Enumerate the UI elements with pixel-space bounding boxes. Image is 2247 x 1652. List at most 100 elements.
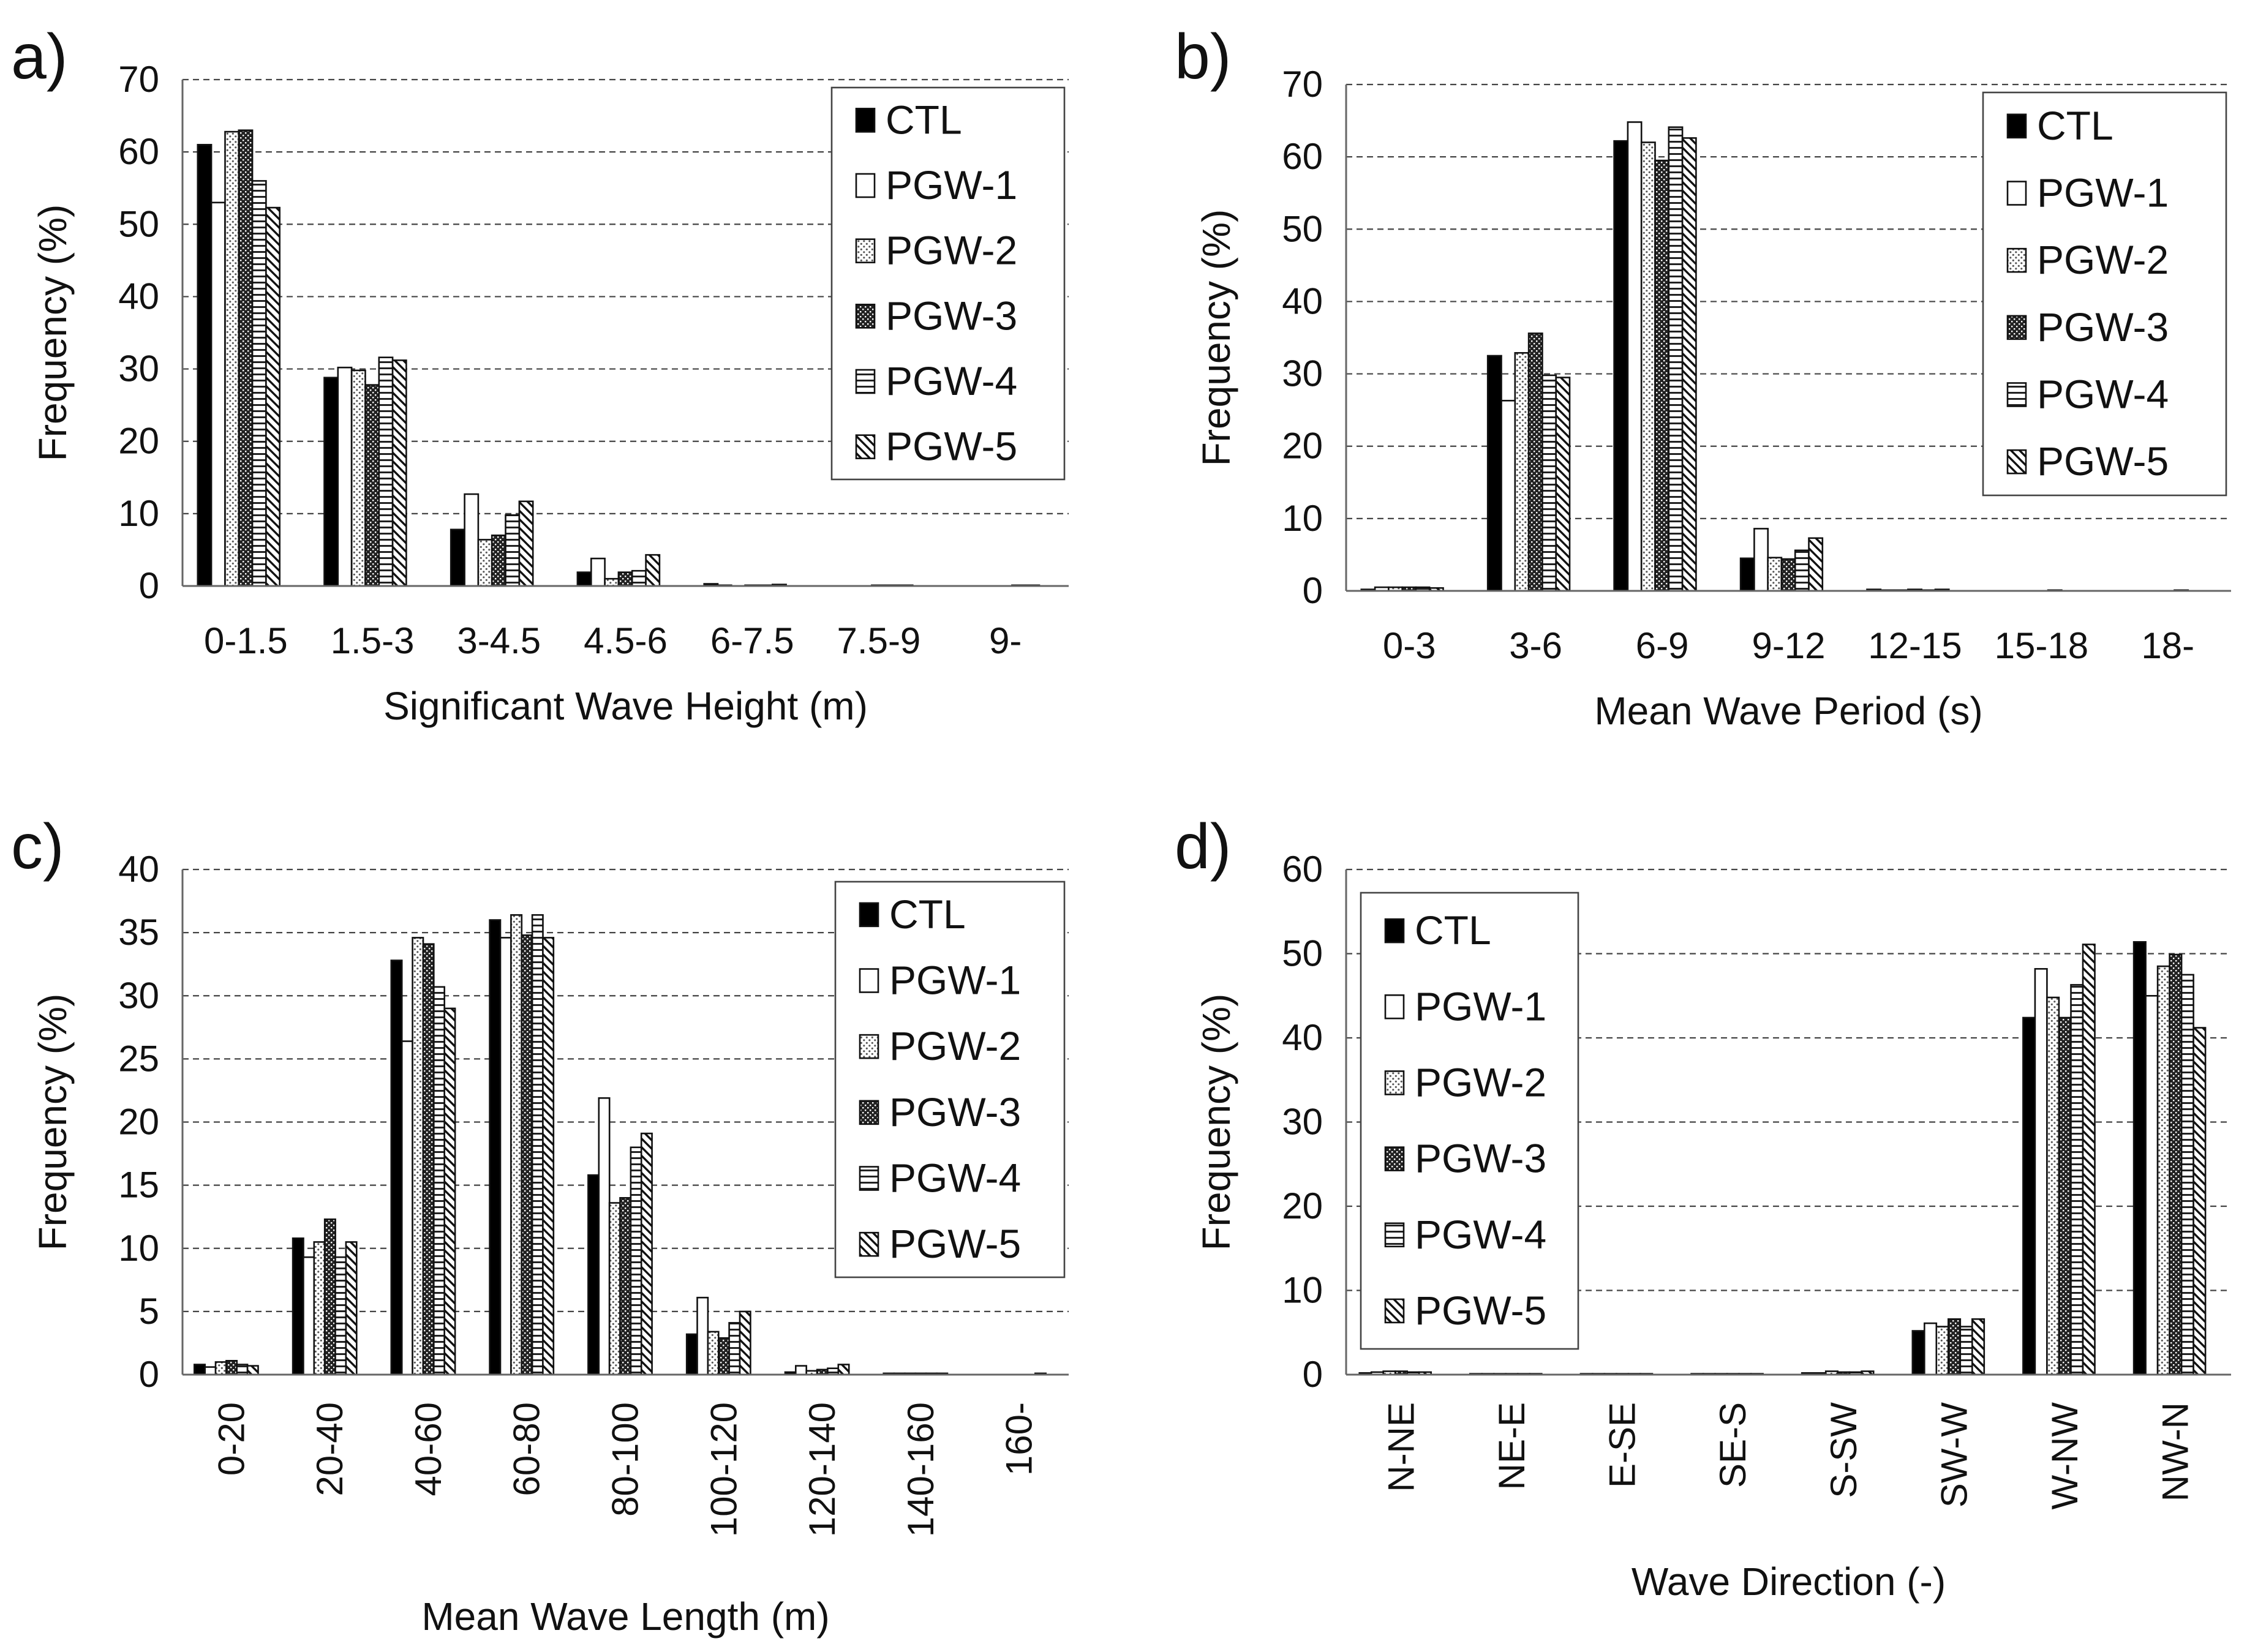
legend-label-pgw-2: PGW-2 [889,1023,1021,1068]
legend-swatch-pgw-3 [859,1100,879,1125]
legend-swatch-pgw-1 [859,968,879,993]
bar-pgw-3-1 [364,384,380,587]
bar-pgw-5-0 [265,206,280,587]
y-tick-label: 30 [1282,1102,1323,1143]
bar-pgw-5-1 [1555,377,1571,592]
bar-pgw-4-6 [827,1367,840,1376]
bar-pgw-1-2 [464,493,480,587]
bar-pgw-4-4 [630,1146,642,1376]
bar-pgw-4-1 [1541,374,1557,592]
legend-label-ctl: CTL [2037,103,2113,148]
legend-swatch-pgw-5 [859,1231,879,1257]
y-tick-label: 20 [1282,1185,1323,1226]
bar-pgw-2-2 [412,937,424,1376]
bar-pgw-3-5 [1948,1318,1962,1376]
legend-swatch-pgw-4 [855,369,876,394]
bar-pgw-5-7 [2192,1027,2207,1376]
bar-pgw-1-5 [1924,1322,1938,1376]
x-tick-label: 3-6 [1509,625,1562,666]
legend-swatch-pgw-2 [1384,1070,1405,1095]
y-tick-label: 70 [1282,64,1323,105]
bar-pgw-1-0 [210,201,226,587]
panel-a-wave-height: 0 10 20 30 40 50 60 70 0-1.5 1.5-3 3-4.5 4.5-6 6-7.5… [11,21,1069,728]
bar-pgw-3-6 [2058,1016,2072,1376]
bar-pgw-4-6 [2070,984,2084,1376]
x-tick-label: E-SE [1602,1402,1643,1488]
legend-label-pgw-5: PGW-5 [889,1221,1021,1266]
bar-pgw-3-1 [323,1218,336,1376]
y-axis-title: Frequency (%) [1194,994,1238,1251]
x-tick-label: 18- [2141,625,2194,666]
y-tick-label: 10 [1282,1270,1323,1311]
bar-pgw-3-3 [617,571,633,587]
legend-label-pgw-4: PGW-4 [886,358,1017,404]
x-tick-label: 80-100 [605,1402,646,1517]
bar-ctl-1 [323,377,339,587]
y-tick-label: 0 [1303,1354,1323,1395]
bar-pgw-2-7 [2156,965,2170,1376]
y-axis-title: Frequency (%) [1194,209,1238,467]
bar-pgw-5-2 [518,500,534,587]
legend: CTL PGW-1 PGW-2 PGW-3 PGW-4 PGW-5 [834,880,1066,1278]
x-tick-label: 20-40 [309,1402,350,1496]
bar-pgw-2-1 [313,1241,326,1376]
y-tick-label: 30 [118,975,159,1016]
legend-label-pgw-1: PGW-1 [886,162,1017,208]
legend-label-pgw-1: PGW-1 [2037,170,2169,216]
bar-ctl-2 [1613,140,1629,592]
legend-box [1360,892,1579,1350]
legend-swatch-pgw-4 [2006,382,2027,407]
legend: CTL PGW-1 PGW-2 PGW-3 PGW-4 PGW-5 [830,86,1066,481]
x-tick-label: 7.5-9 [837,620,921,661]
legend-label-ctl: CTL [889,892,966,937]
bar-ctl-1 [292,1237,304,1376]
bar-pgw-3-0 [238,129,254,587]
bar-pgw-5-5 [739,1310,751,1376]
x-tick-label: 15-18 [1995,625,2088,666]
bar-pgw-2-5 [1935,1326,1949,1376]
bar-pgw-1-3 [1753,528,1769,592]
bar-pgw-4-3 [531,914,544,1376]
legend-label-pgw-4: PGW-4 [889,1155,1021,1201]
x-tick-label: 120-140 [802,1402,843,1537]
x-tick-label: 160- [999,1402,1040,1476]
x-tick-label: NW-N [2155,1402,2196,1501]
x-tick-label: 3-4.5 [457,620,541,661]
y-tick-label: 20 [118,421,159,462]
y-tick-label: 40 [118,849,159,890]
x-tick-label: S-SW [1823,1402,1864,1498]
legend-swatch-pgw-2 [2006,247,2027,273]
bar-pgw-5-3 [542,937,555,1376]
legend-label-pgw-5: PGW-5 [2037,438,2169,484]
legend-swatch-ctl [2006,113,2027,139]
y-tick-label: 5 [139,1291,159,1332]
x-axis-title: Wave Direction (-) [1632,1560,1946,1604]
y-tick-label: 20 [1282,426,1323,467]
legend-swatch-pgw-1 [2006,181,2027,206]
legend-swatch-pgw-4 [1384,1222,1405,1248]
legend-swatch-pgw-5 [2006,449,2027,475]
x-tick-label: N-NE [1380,1402,1421,1492]
y-tick-label: 10 [118,493,159,534]
bar-pgw-5-2 [1681,137,1697,592]
bar-pgw-2-1 [1514,351,1530,592]
bar-pgw-3-5 [718,1337,731,1376]
y-tick-label: 60 [1282,849,1323,890]
bar-ctl-5 [1911,1330,1925,1376]
y-tick-label: 50 [1282,933,1323,974]
y-tick-label: 30 [1282,353,1323,394]
bar-pgw-5-1 [345,1241,358,1376]
legend-label-pgw-3: PGW-3 [2037,304,2169,350]
bar-pgw-3-0 [225,1360,238,1376]
bar-pgw-3-2 [1654,159,1670,592]
bar-pgw-1-3 [590,557,606,587]
x-tick-label: SW-W [1933,1402,1974,1508]
bar-pgw-4-1 [378,356,394,587]
legend-label-pgw-2: PGW-2 [886,228,1017,273]
panel-label: d) [1175,811,1231,882]
legend-label-pgw-1: PGW-1 [889,958,1021,1003]
bar-pgw-3-1 [1527,332,1543,592]
x-tick-label: 9-12 [1752,625,1825,666]
bar-pgw-3-3 [521,934,533,1376]
bar-pgw-1-5 [696,1296,709,1376]
